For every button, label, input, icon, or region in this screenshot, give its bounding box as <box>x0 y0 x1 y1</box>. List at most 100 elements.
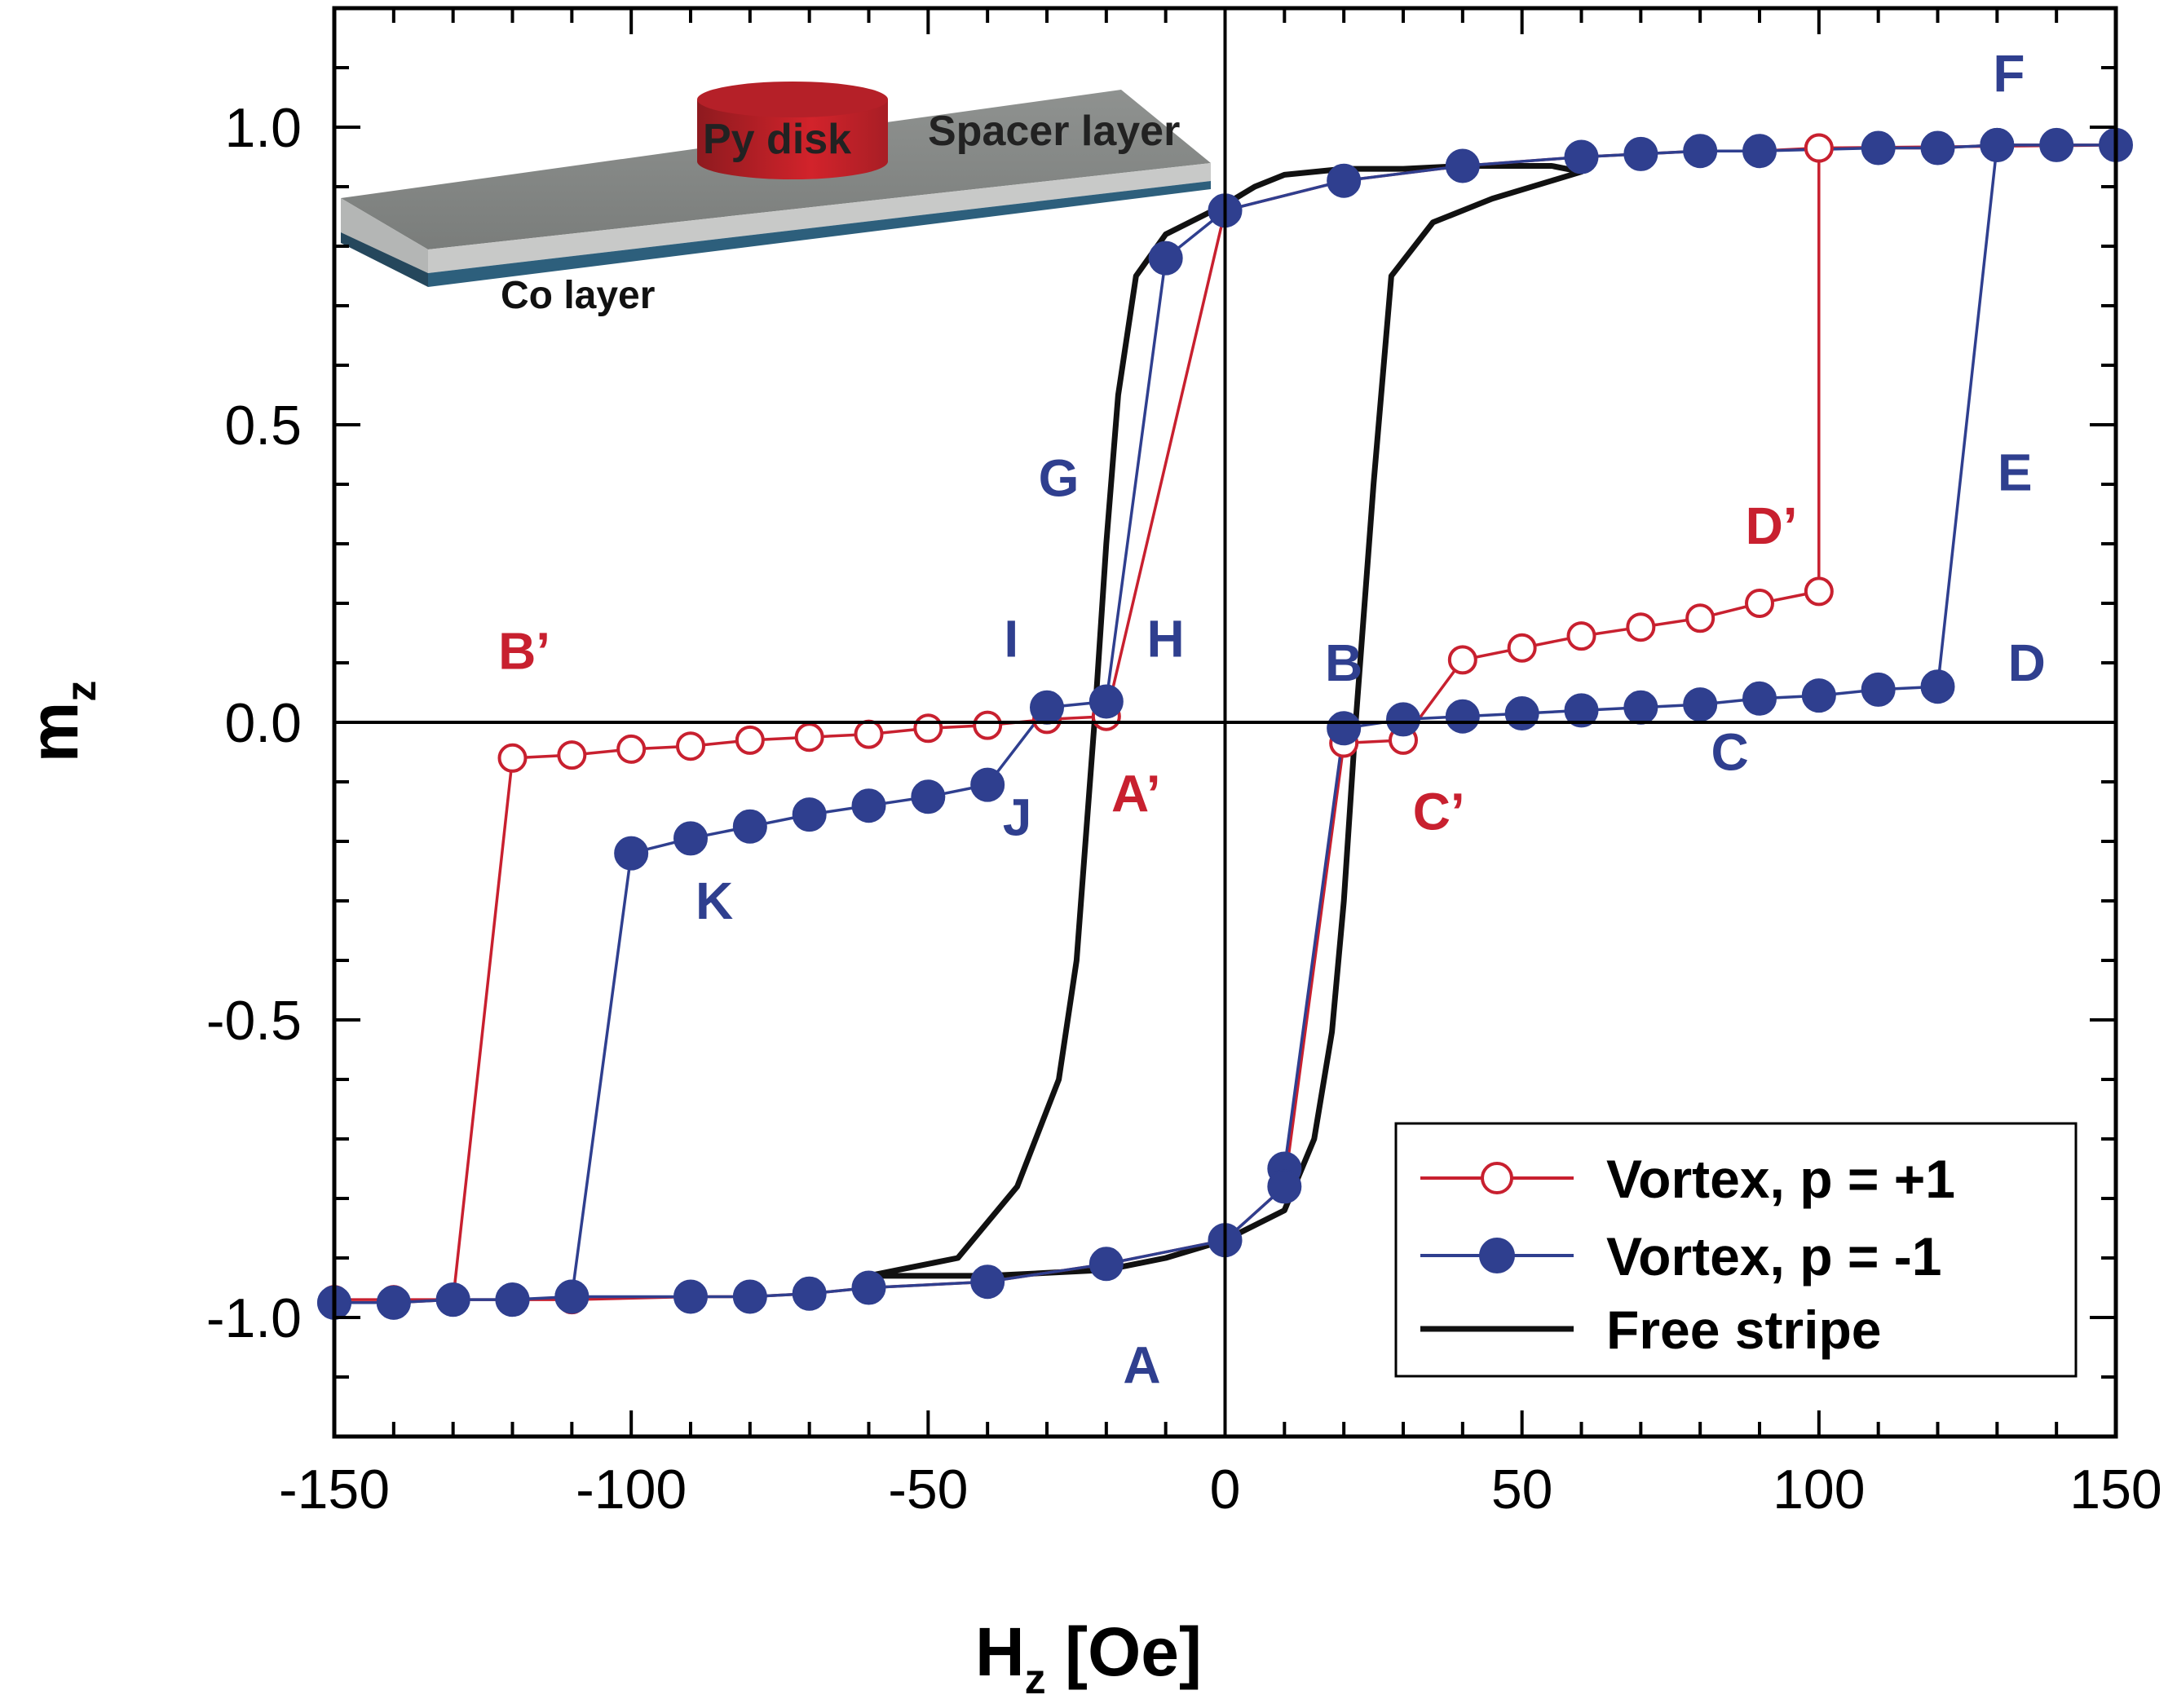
legend-label: Free stripe <box>1606 1300 1881 1360</box>
data-point-p-minus <box>1504 696 1539 731</box>
point-label: D <box>2008 633 2046 692</box>
data-point-p-minus <box>970 767 1005 802</box>
data-point-p-minus <box>495 1282 530 1317</box>
data-point-p-minus <box>1742 681 1777 716</box>
point-label: C’ <box>1413 782 1465 841</box>
data-point-p-plus <box>735 725 765 755</box>
point-label: D’ <box>1746 497 1798 555</box>
x-tick-label: 150 <box>2069 1459 2162 1520</box>
legend-label: Vortex, p = -1 <box>1606 1226 1941 1287</box>
point-label: B <box>1325 633 1362 692</box>
point-label: J <box>1003 788 1032 847</box>
point-label: E <box>1998 443 2033 501</box>
spacer-layer-front <box>428 163 1211 273</box>
plot-frame <box>332 6 2118 1439</box>
y-tick-label: -1.0 <box>206 1287 302 1349</box>
y-tick-label: -0.5 <box>206 990 302 1052</box>
spacer-layer-side <box>341 198 428 273</box>
data-point-p-minus <box>673 1279 708 1314</box>
point-annotations: F E D’ D C C’ B B’ G I H A’ J K A <box>498 44 2046 1394</box>
legend: Vortex, p = +1 Vortex, p = -1 Free stripe <box>1394 1122 2078 1378</box>
data-point-p-minus <box>1623 136 1658 171</box>
data-point-p-minus <box>1683 687 1718 722</box>
data-point-p-plus <box>1507 633 1537 663</box>
y-tick-label: 0.0 <box>224 692 302 754</box>
data-point-p-plus <box>854 719 884 749</box>
data-point-p-plus <box>1804 133 1834 163</box>
data-point-p-minus <box>1327 163 1362 198</box>
data-point-p-minus <box>1386 702 1420 737</box>
x-tick-label: 0 <box>1210 1459 1241 1520</box>
data-point-p-minus <box>851 1270 886 1305</box>
py-disk-top <box>697 82 888 117</box>
data-point-p-plus <box>1685 603 1716 633</box>
data-point-p-minus <box>1742 134 1777 169</box>
x-axis-title: Hz [Oe] <box>975 1613 1202 1703</box>
x-tick-label: 100 <box>1773 1459 1865 1520</box>
axes: -150 -100 -50 0 50 100 150 -1.0 -0.5 0.0 0.5 1.0 <box>206 6 2162 1520</box>
data-point-p-minus <box>554 1279 590 1314</box>
point-label: A <box>1123 1335 1160 1394</box>
data-point-p-plus <box>973 710 1003 740</box>
plot-area <box>317 127 2133 1320</box>
data-point-p-minus <box>851 788 886 823</box>
data-point-p-minus <box>1148 241 1183 276</box>
point-label: C <box>1711 722 1748 781</box>
data-point-p-minus <box>1861 130 1896 166</box>
data-point-p-minus <box>1564 139 1599 174</box>
co-layer-side <box>341 232 428 287</box>
point-label: A’ <box>1111 765 1160 823</box>
data-point-p-minus <box>1564 693 1599 728</box>
data-point-p-minus <box>1920 669 1955 704</box>
x-tick-label: -150 <box>279 1459 390 1520</box>
data-point-p-minus <box>1445 148 1480 183</box>
data-point-p-minus <box>376 1285 411 1320</box>
data-point-p-plus <box>497 743 528 773</box>
inset-disk-label: Py disk <box>703 116 851 163</box>
point-label: I <box>1004 610 1018 669</box>
y-axis-title: mz <box>15 681 105 763</box>
data-point-p-plus <box>616 734 647 764</box>
data-point-p-plus <box>1447 645 1477 675</box>
data-point-p-minus <box>1801 678 1836 713</box>
data-point-p-minus <box>435 1282 470 1317</box>
data-point-p-minus <box>1920 130 1955 166</box>
data-point-p-minus <box>792 1276 827 1311</box>
data-point-p-minus <box>1088 1247 1124 1282</box>
data-point-p-minus <box>1267 1169 1302 1204</box>
data-point-p-minus <box>1327 711 1362 746</box>
y-tick-label: 0.5 <box>224 395 302 457</box>
data-point-p-minus <box>1445 699 1480 734</box>
data-point-p-minus <box>1683 134 1718 169</box>
data-point-p-plus <box>676 731 705 761</box>
data-point-p-minus <box>1623 690 1658 725</box>
data-point-p-plus <box>1566 621 1596 651</box>
data-point-p-plus <box>1804 576 1834 607</box>
data-point-p-minus <box>1980 127 2015 162</box>
data-point-p-plus <box>913 713 943 744</box>
point-label: K <box>695 872 733 930</box>
legend-marker <box>1481 1162 1513 1194</box>
data-point-p-plus <box>557 740 587 770</box>
point-label: F <box>1993 44 2025 103</box>
py-disk-body <box>697 99 888 179</box>
x-tick-label: -100 <box>576 1459 687 1520</box>
data-point-p-minus <box>1088 684 1124 719</box>
inset-illustration: Py disk Spacer layer Co layer <box>341 82 1211 317</box>
point-label: G <box>1039 449 1080 508</box>
data-point-p-minus <box>1030 690 1064 725</box>
inset-co-label: Co layer <box>501 274 655 317</box>
data-point-p-minus <box>2039 127 2074 162</box>
data-point-p-minus <box>911 779 946 814</box>
data-point-p-minus <box>1861 672 1896 707</box>
point-label: H <box>1147 610 1185 669</box>
data-point-p-minus <box>732 809 767 844</box>
data-point-p-minus <box>792 797 827 832</box>
data-point-p-plus <box>1745 589 1774 618</box>
co-layer-front <box>428 181 1211 287</box>
point-label: B’ <box>498 621 550 680</box>
data-point-p-minus <box>970 1264 1005 1300</box>
data-point-p-minus <box>614 836 649 871</box>
legend-label: Vortex, p = +1 <box>1606 1149 1955 1209</box>
